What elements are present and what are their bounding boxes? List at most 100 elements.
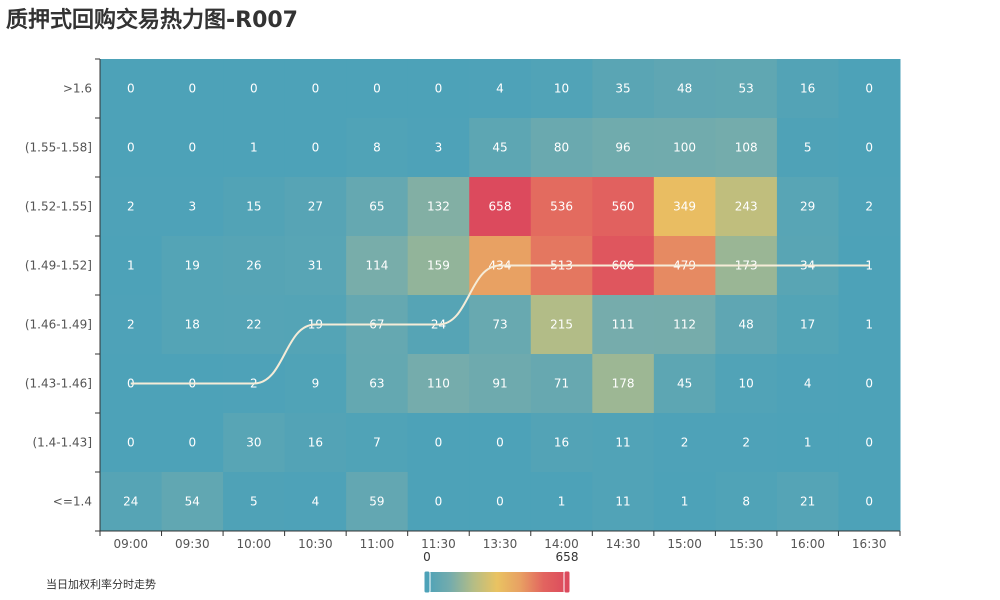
heatmap-cell[interactable] bbox=[284, 177, 347, 237]
heatmap-cell[interactable] bbox=[653, 59, 716, 119]
heatmap-cell[interactable] bbox=[161, 118, 224, 178]
heatmap-cell[interactable] bbox=[346, 177, 409, 237]
visual-map-bar[interactable] bbox=[427, 572, 567, 592]
heatmap-cell[interactable] bbox=[100, 413, 163, 473]
heatmap-cell[interactable] bbox=[346, 236, 409, 296]
heatmap-cell[interactable] bbox=[776, 118, 839, 178]
heatmap-cell[interactable] bbox=[469, 177, 532, 237]
heatmap-cell[interactable] bbox=[407, 236, 470, 296]
y-axis-tick-label: >1.6 bbox=[63, 82, 92, 96]
heatmap-cell[interactable] bbox=[223, 118, 286, 178]
heatmap-cell[interactable] bbox=[223, 177, 286, 237]
heatmap-cell[interactable] bbox=[838, 59, 901, 119]
heatmap-cell[interactable] bbox=[653, 354, 716, 414]
heatmap-cell[interactable] bbox=[161, 59, 224, 119]
heatmap-cell[interactable] bbox=[223, 413, 286, 473]
heatmap-cell[interactable] bbox=[653, 177, 716, 237]
heatmap-cell[interactable] bbox=[530, 118, 593, 178]
heatmap-cell[interactable] bbox=[592, 118, 655, 178]
heatmap-cell[interactable] bbox=[715, 59, 778, 119]
heatmap-cell[interactable] bbox=[653, 472, 716, 532]
heatmap-cell[interactable] bbox=[592, 295, 655, 355]
heatmap-cell[interactable] bbox=[223, 295, 286, 355]
heatmap-cell[interactable] bbox=[100, 118, 163, 178]
heatmap-cell[interactable] bbox=[407, 59, 470, 119]
heatmap-cell[interactable] bbox=[346, 59, 409, 119]
heatmap-cell[interactable] bbox=[715, 472, 778, 532]
heatmap-cell[interactable] bbox=[592, 177, 655, 237]
heatmap-cell[interactable] bbox=[592, 354, 655, 414]
heatmap-cell[interactable] bbox=[100, 295, 163, 355]
cell-value-label: 2 bbox=[127, 318, 135, 332]
heatmap-cell[interactable] bbox=[161, 177, 224, 237]
heatmap-cell[interactable] bbox=[530, 177, 593, 237]
heatmap-cell[interactable] bbox=[223, 59, 286, 119]
heatmap-cell[interactable] bbox=[223, 472, 286, 532]
heatmap-cell[interactable] bbox=[776, 472, 839, 532]
heatmap-cell[interactable] bbox=[469, 472, 532, 532]
heatmap-cell[interactable] bbox=[715, 354, 778, 414]
heatmap-cell[interactable] bbox=[530, 354, 593, 414]
x-axis-tick-label: 11:30 bbox=[421, 537, 456, 551]
heatmap-cell[interactable] bbox=[469, 59, 532, 119]
heatmap-cell[interactable] bbox=[776, 177, 839, 237]
heatmap-cell[interactable] bbox=[715, 177, 778, 237]
heatmap-cell[interactable] bbox=[653, 413, 716, 473]
heatmap-cell[interactable] bbox=[100, 472, 163, 532]
line-series-path[interactable] bbox=[130, 264, 870, 385]
visual-map-max-handle[interactable] bbox=[563, 570, 571, 594]
heatmap-cell[interactable] bbox=[469, 118, 532, 178]
heatmap-cell[interactable] bbox=[161, 413, 224, 473]
heatmap-cell[interactable] bbox=[407, 413, 470, 473]
heatmap-cell[interactable] bbox=[838, 177, 901, 237]
heatmap-cell[interactable] bbox=[407, 177, 470, 237]
heatmap-cell[interactable] bbox=[776, 354, 839, 414]
heatmap-cell[interactable] bbox=[469, 354, 532, 414]
heatmap-cell[interactable] bbox=[346, 413, 409, 473]
heatmap-cell[interactable] bbox=[838, 118, 901, 178]
heatmap-cell[interactable] bbox=[161, 472, 224, 532]
heatmap-cell[interactable] bbox=[346, 354, 409, 414]
y-axis-tick-label: (1.49-1.52] bbox=[25, 259, 92, 273]
heatmap-cell[interactable] bbox=[715, 295, 778, 355]
heatmap-cell[interactable] bbox=[469, 413, 532, 473]
heatmap-cell[interactable] bbox=[715, 413, 778, 473]
heatmap-cell[interactable] bbox=[284, 59, 347, 119]
legend-line-series[interactable]: 当日加权利率分时走势 bbox=[46, 578, 156, 591]
heatmap-cell[interactable] bbox=[592, 472, 655, 532]
heatmap-cell[interactable] bbox=[838, 354, 901, 414]
heatmap-cell[interactable] bbox=[530, 59, 593, 119]
heatmap-cell[interactable] bbox=[161, 295, 224, 355]
heatmap-cell[interactable] bbox=[530, 295, 593, 355]
heatmap-cell[interactable] bbox=[592, 413, 655, 473]
heatmap-cell[interactable] bbox=[284, 118, 347, 178]
heatmap-cell[interactable] bbox=[469, 295, 532, 355]
heatmap-cell[interactable] bbox=[284, 413, 347, 473]
heatmap-cell[interactable] bbox=[407, 472, 470, 532]
heatmap-cell[interactable] bbox=[346, 118, 409, 178]
heatmap-cell[interactable] bbox=[223, 236, 286, 296]
visual-map-min-handle[interactable] bbox=[423, 570, 431, 594]
heatmap-cell[interactable] bbox=[838, 295, 901, 355]
heatmap-cell[interactable] bbox=[838, 472, 901, 532]
heatmap-cell[interactable] bbox=[407, 118, 470, 178]
heatmap-cell[interactable] bbox=[776, 59, 839, 119]
heatmap-cell[interactable] bbox=[653, 118, 716, 178]
heatmap-cell[interactable] bbox=[776, 295, 839, 355]
heatmap-cell[interactable] bbox=[776, 413, 839, 473]
heatmap-cell[interactable] bbox=[592, 59, 655, 119]
heatmap-cell[interactable] bbox=[284, 354, 347, 414]
heatmap-cell[interactable] bbox=[653, 295, 716, 355]
heatmap-cell[interactable] bbox=[715, 118, 778, 178]
heatmap-cell[interactable] bbox=[100, 59, 163, 119]
heatmap-cell[interactable] bbox=[530, 472, 593, 532]
heatmap-cell[interactable] bbox=[161, 236, 224, 296]
heatmap-cell[interactable] bbox=[100, 236, 163, 296]
heatmap-cell[interactable] bbox=[284, 236, 347, 296]
heatmap-cell[interactable] bbox=[530, 413, 593, 473]
heatmap-cell[interactable] bbox=[100, 177, 163, 237]
heatmap-cell[interactable] bbox=[838, 413, 901, 473]
heatmap-cell[interactable] bbox=[346, 472, 409, 532]
heatmap-cell[interactable] bbox=[407, 354, 470, 414]
heatmap-cell[interactable] bbox=[284, 472, 347, 532]
